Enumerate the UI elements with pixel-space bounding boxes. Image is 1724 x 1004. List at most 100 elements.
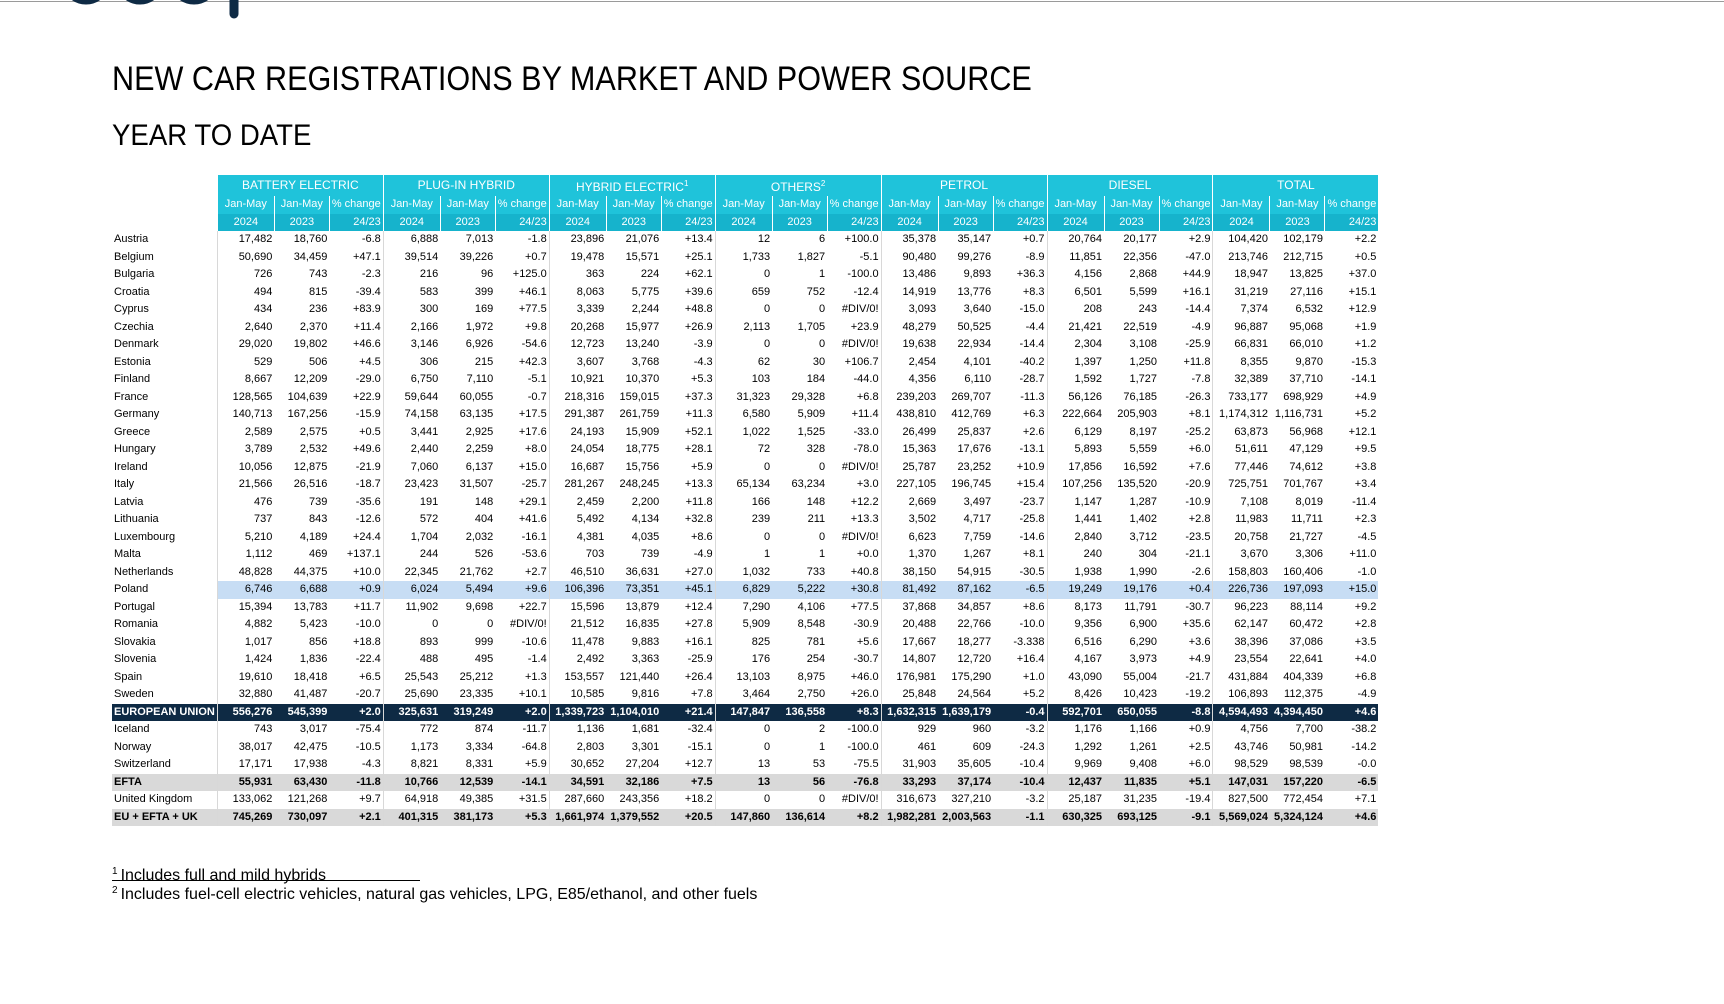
- value-cell: 56,126: [1046, 388, 1105, 406]
- market-name: Slovenia: [114, 653, 157, 666]
- value-cell: 3,306: [1295, 548, 1323, 561]
- value-cell: 6,888: [382, 231, 441, 249]
- value-cell: 2,492: [548, 651, 607, 669]
- value-cell: 222,664: [1046, 406, 1105, 424]
- value-cell: 43,746: [1212, 738, 1270, 756]
- value-cell: 13,486: [880, 266, 939, 284]
- market-name: France: [114, 390, 149, 403]
- change-cell: -8.9: [1025, 250, 1045, 263]
- market-name: Austria: [114, 233, 149, 246]
- change-cell: +37.0: [1348, 268, 1377, 281]
- value-cell: 7,700: [1295, 723, 1323, 736]
- change-cell: +11.4: [851, 408, 879, 421]
- change-cell: -30.9: [853, 618, 879, 631]
- change-cell: +5.6: [856, 635, 879, 648]
- value-cell: 0: [714, 721, 773, 739]
- change-cell: +4.9: [1188, 653, 1211, 666]
- value-cell: 159,015: [619, 390, 660, 403]
- change-cell: +9.5: [1354, 443, 1377, 456]
- change-cell: +10.9: [1016, 460, 1045, 473]
- change-cell: +52.1: [684, 425, 713, 438]
- value-cell: 5,324,124: [1269, 808, 1325, 826]
- value-cell: 1,017: [216, 633, 275, 651]
- value-cell: 10,423: [1123, 688, 1158, 701]
- change-header: % change: [660, 196, 716, 214]
- year-header: 2023: [605, 213, 662, 231]
- period-header: Jan-May: [771, 196, 828, 214]
- value-cell: 39,514: [382, 248, 441, 266]
- value-cell: 37,710: [1289, 373, 1323, 386]
- value-cell: 3,464: [714, 686, 773, 704]
- value-cell: 243,356: [619, 793, 660, 806]
- change-cell: +47.1: [352, 250, 381, 263]
- value-cell: 25,690: [382, 686, 441, 704]
- change-cell: -15.9: [355, 408, 381, 421]
- change-cell: -54.6: [521, 338, 547, 351]
- group-header: PETROL: [880, 175, 1048, 196]
- change-cell: +0.7: [525, 250, 547, 263]
- table-row: France 128,565 104,639 +22.9 59,644 60,055 -0.…: [112, 388, 1378, 406]
- change-cell: -4.9: [1357, 688, 1377, 701]
- table-row: Iceland 743 3,017 -75.4 772 874 -11.7 1,136 1,68…: [112, 721, 1378, 739]
- header-spacer: [112, 175, 218, 196]
- change-cell: +18.8: [352, 635, 381, 648]
- market-name: Germany: [114, 408, 160, 421]
- value-cell: 752: [806, 285, 826, 298]
- value-cell: 545,399: [274, 703, 330, 721]
- change-cell: +11.8: [1183, 355, 1211, 368]
- top-rule: [0, 1, 1724, 2]
- value-cell: 0: [714, 738, 773, 756]
- change-cell: +4.6: [1324, 808, 1379, 826]
- value-cell: 701,767: [1283, 478, 1323, 491]
- value-cell: 5,599: [1129, 285, 1158, 298]
- footnote-rule: [112, 880, 420, 881]
- value-cell: 215: [474, 355, 494, 368]
- period-header-row: Jan-May Jan-May% change Jan-May Jan-May% ch…: [112, 196, 1379, 214]
- change-cell: -23.5: [1185, 530, 1211, 543]
- change-cell: +39.6: [684, 285, 713, 298]
- value-cell: 74,612: [1289, 460, 1323, 473]
- table-row: Switzerland 17,171 17,938 -4.3 8,821 8,331 +5.…: [112, 756, 1378, 774]
- period-header: Jan-May: [273, 196, 330, 214]
- value-cell: 772,454: [1283, 793, 1323, 806]
- value-cell: 81,492: [880, 581, 939, 599]
- change-cell: +20.5: [661, 808, 716, 826]
- value-cell: 13,776: [957, 285, 992, 298]
- change-cell: -39.4: [355, 285, 381, 298]
- change-cell: +5.2: [1354, 408, 1377, 421]
- value-cell: 6,688: [274, 581, 330, 599]
- change-cell: +8.6: [1022, 600, 1045, 613]
- value-cell: 3,973: [1129, 653, 1158, 666]
- value-cell: 147,031: [1212, 773, 1270, 791]
- value-cell: 10,056: [216, 458, 275, 476]
- value-cell: 31,235: [1123, 793, 1158, 806]
- value-cell: 1,379,552: [606, 808, 662, 826]
- value-cell: 325,631: [382, 703, 441, 721]
- change-cell: +42.3: [518, 355, 547, 368]
- change-cell: +16.1: [684, 635, 713, 648]
- value-cell: 1,990: [1129, 565, 1158, 578]
- year-header: 2023: [1103, 213, 1160, 231]
- value-cell: 7,759: [963, 530, 992, 543]
- table-row: United Kingdom 133,062 121,268 +9.7 64,918 49…: [112, 791, 1378, 809]
- change-cell: +7.8: [690, 688, 713, 701]
- change-cell: +77.5: [518, 303, 547, 316]
- market-name: Ireland: [114, 460, 148, 473]
- value-cell: 31,323: [714, 388, 773, 406]
- value-cell: 15,756: [625, 460, 660, 473]
- value-cell: 19,249: [1046, 581, 1105, 599]
- change-cell: +2.0: [495, 703, 550, 721]
- value-cell: 261,759: [619, 408, 660, 421]
- value-cell: 73,351: [606, 581, 662, 599]
- period-header: Jan-May: [1212, 196, 1270, 214]
- value-cell: 236: [308, 303, 328, 316]
- change-cell: -13.1: [1019, 443, 1045, 456]
- value-cell: 698,929: [1283, 390, 1323, 403]
- change-cell: +2.2: [1354, 233, 1377, 246]
- table-row: Netherlands 48,828 44,375 +10.0 22,345 21,762…: [112, 563, 1378, 581]
- change-cell: +26.9: [684, 320, 713, 333]
- change-cell: +1.2: [1354, 338, 1377, 351]
- value-cell: 1,370: [880, 546, 939, 564]
- change-cell: +26.4: [684, 670, 713, 683]
- registrations-table: BATTERY ELECTRIC PLUG-IN HYBRID HYBRID ELE…: [112, 175, 1379, 826]
